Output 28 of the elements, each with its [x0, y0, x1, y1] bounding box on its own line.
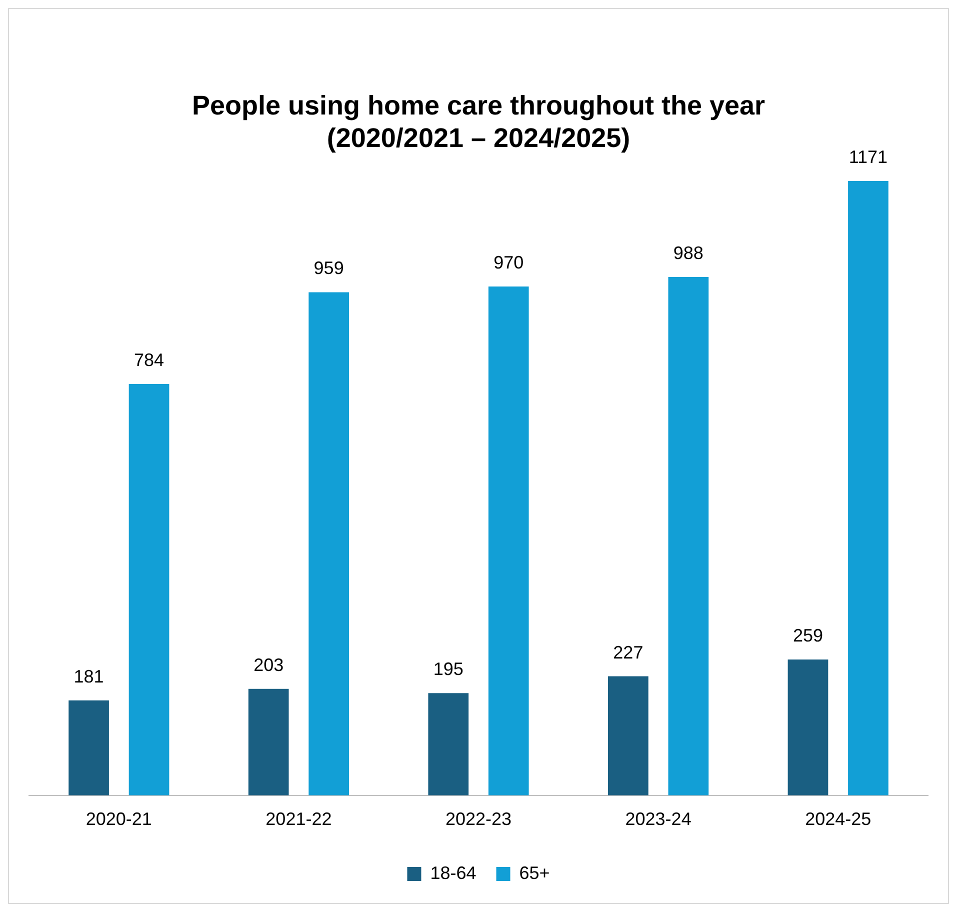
data-label: 959 [314, 258, 344, 278]
bar [608, 676, 648, 796]
data-label: 988 [673, 243, 704, 263]
x-tick-label: 2024-25 [805, 809, 872, 830]
legend-label: 18-64 [430, 862, 476, 883]
bar [788, 660, 828, 796]
data-label: 1171 [848, 146, 888, 167]
chart-title: People using home care throughout the year (2020/2021 – 2024/2025) [192, 90, 766, 154]
data-label: 203 [254, 654, 284, 675]
bar [848, 181, 888, 796]
bar [248, 688, 289, 796]
data-label: 970 [494, 252, 524, 272]
bar [128, 384, 170, 796]
bar [428, 693, 469, 796]
data-label: 195 [433, 659, 464, 680]
x-tick-label: 2020-21 [86, 809, 152, 830]
x-tick-label: 2023-24 [625, 809, 692, 830]
data-label: 181 [74, 666, 104, 686]
data-label: 227 [613, 642, 644, 662]
legend-label: 65+ [519, 862, 550, 883]
bar [668, 277, 709, 796]
bar [488, 286, 529, 796]
bar [68, 700, 109, 796]
data-label: 259 [792, 625, 824, 646]
data-label: 784 [134, 350, 164, 370]
bar [308, 292, 349, 796]
x-tick-label: 2022-23 [445, 809, 512, 830]
x-tick-label: 2021-22 [266, 809, 332, 830]
